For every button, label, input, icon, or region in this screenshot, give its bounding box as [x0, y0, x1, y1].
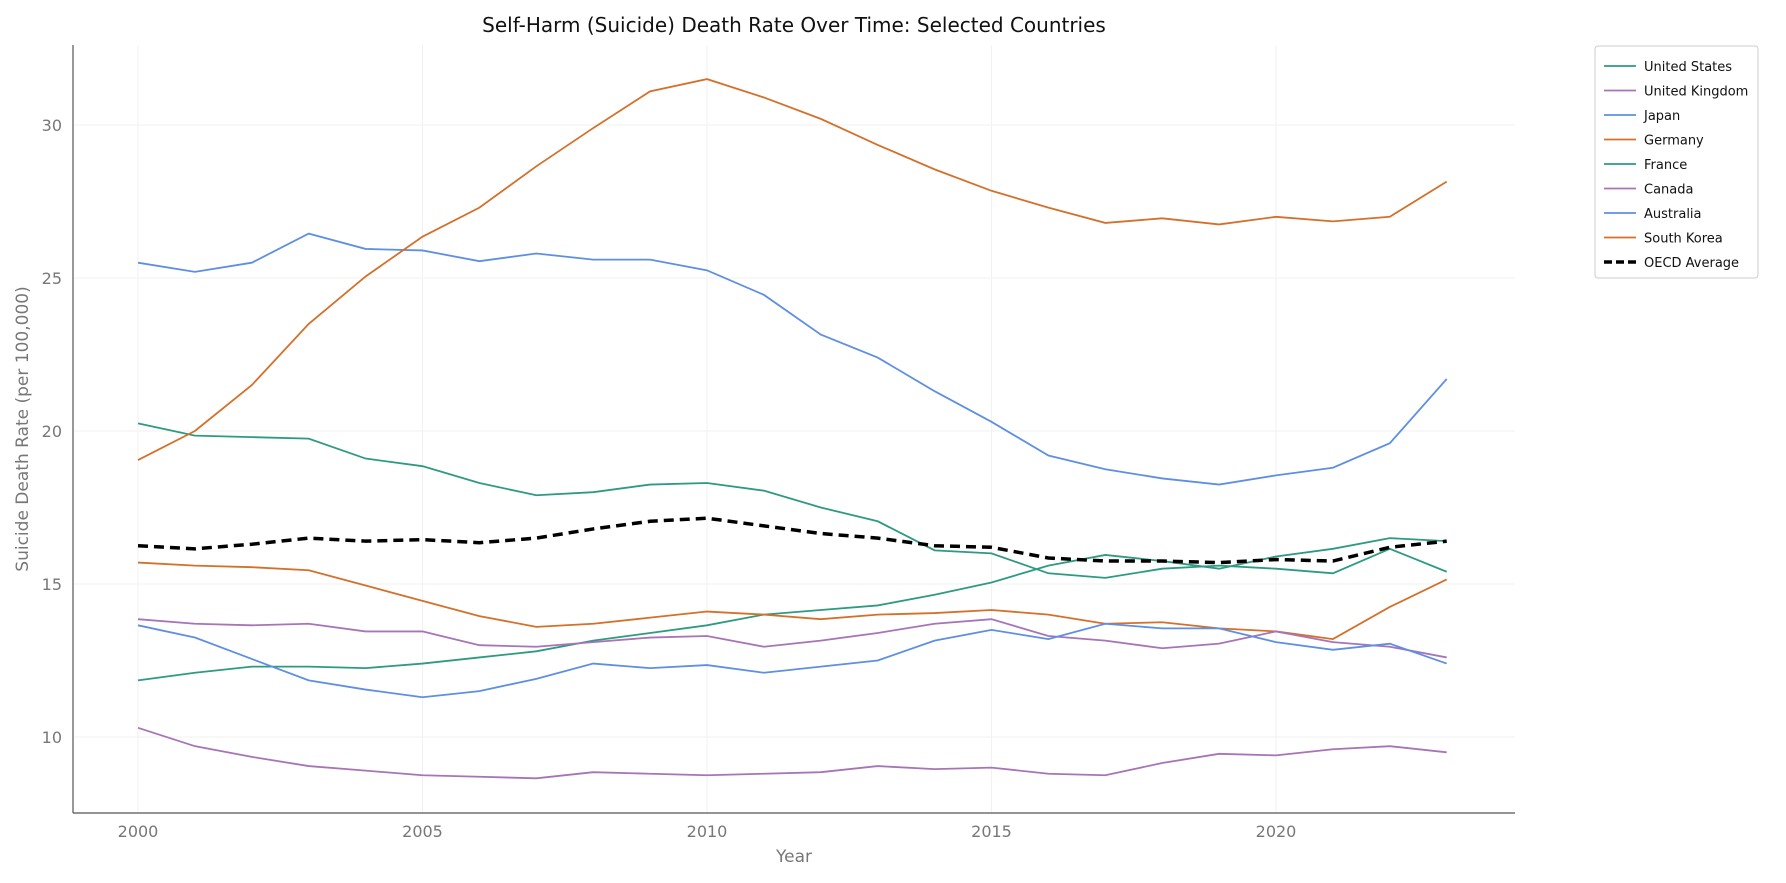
legend-label-south-korea: South Korea: [1644, 232, 1723, 247]
grid: [73, 45, 1515, 813]
legend-label-united-kingdom: United Kingdom: [1644, 85, 1748, 100]
x-tick-label: 2010: [687, 822, 728, 841]
x-tick-label: 2005: [402, 822, 443, 841]
y-tick-label: 20: [42, 422, 62, 441]
x-tick-label: 2015: [971, 822, 1012, 841]
series-group: [137, 78, 1448, 780]
y-tick-label: 25: [42, 269, 62, 288]
chart-title: Self-Harm (Suicide) Death Rate Over Time…: [482, 13, 1106, 37]
series-line-oecd-average: [137, 516, 1447, 565]
legend: United States United Kingdom Japan Germany F…: [1594, 45, 1759, 279]
legend-label-united-states: United States: [1644, 60, 1732, 75]
y-tick-label: 10: [42, 728, 62, 747]
series-line-south-korea: [137, 78, 1448, 461]
series-line-united-states: [137, 537, 1447, 682]
legend-label-germany: Germany: [1644, 134, 1704, 149]
series-line-australia: [137, 622, 1447, 699]
series-line-japan: [137, 232, 1448, 486]
series-line-united-kingdom: [137, 726, 1447, 780]
series-line-germany: [137, 561, 1448, 641]
x-axis-label: Year: [775, 847, 812, 867]
x-tick-label: 2020: [1256, 822, 1297, 841]
legend-label-japan: Japan: [1643, 109, 1680, 124]
series-line-france: [137, 422, 1448, 579]
series-line-canada: [137, 618, 1447, 659]
y-tick-label: 15: [42, 575, 62, 594]
legend-label-france: France: [1644, 158, 1687, 173]
y-axis-label: Suicide Death Rate (per 100,000): [13, 286, 33, 571]
legend-label-oecd-average: OECD Average: [1644, 256, 1739, 271]
legend-label-canada: Canada: [1644, 183, 1693, 198]
legend-label-australia: Australia: [1644, 207, 1702, 222]
ticks: 2000 2005 2010 2015 2020 10 15 20 25 30: [42, 116, 1297, 841]
y-tick-label: 30: [42, 116, 62, 135]
x-tick-label: 2000: [118, 822, 159, 841]
